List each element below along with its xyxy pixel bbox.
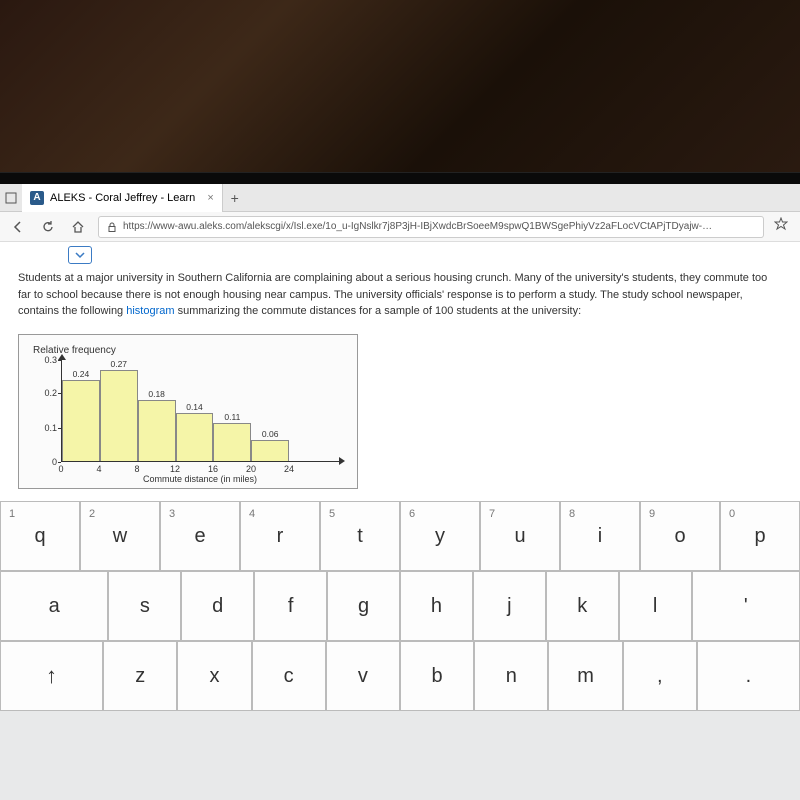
y-axis-arrow xyxy=(58,354,66,360)
key-w[interactable]: 2w xyxy=(80,501,160,571)
bar-value-label: 0.14 xyxy=(186,402,203,412)
key-n[interactable]: n xyxy=(474,641,548,711)
key-.[interactable]: . xyxy=(697,641,800,711)
histogram-bar: 0.18 xyxy=(138,400,176,461)
browser-window: A ALEKS - Coral Jeffrey - Learn × + http… xyxy=(0,184,800,500)
tab-close-icon[interactable]: × xyxy=(207,192,213,204)
histogram-bar: 0.11 xyxy=(213,423,251,460)
key-o[interactable]: 9o xyxy=(640,501,720,571)
histogram-link[interactable]: histogram xyxy=(126,305,174,317)
favorite-button[interactable] xyxy=(774,217,792,236)
laptop-bezel xyxy=(0,172,800,184)
histogram-bar: 0.14 xyxy=(176,413,214,460)
key-u[interactable]: 7u xyxy=(480,501,560,571)
x-tick: 20 xyxy=(246,464,256,474)
key-q[interactable]: 1q xyxy=(0,501,80,571)
key-a[interactable]: a xyxy=(0,571,108,641)
tab-title: ALEKS - Coral Jeffrey - Learn xyxy=(50,192,195,204)
key-j[interactable]: j xyxy=(473,571,546,641)
home-button[interactable] xyxy=(68,217,88,237)
bar-value-label: 0.06 xyxy=(262,429,279,439)
back-button[interactable] xyxy=(8,217,28,237)
lock-icon xyxy=(107,222,117,232)
key-t[interactable]: 5t xyxy=(320,501,400,571)
key-d[interactable]: d xyxy=(181,571,254,641)
key-x[interactable]: x xyxy=(177,641,251,711)
tab-bar: A ALEKS - Coral Jeffrey - Learn × + xyxy=(0,184,800,212)
y-tick: 0 xyxy=(52,457,57,467)
y-tick: 0.3 xyxy=(44,355,57,365)
x-tick: 24 xyxy=(284,464,294,474)
key-r[interactable]: 4r xyxy=(240,501,320,571)
address-bar: https://www-awu.aleks.com/alekscgi/x/Isl… xyxy=(0,212,800,242)
x-tick: 12 xyxy=(170,464,180,474)
key-'[interactable]: ' xyxy=(692,571,800,641)
on-screen-keyboard: 1q2w3e4r5t6y7u8i9o0p asdfghjkl' ↑zxcvbnm… xyxy=(0,500,800,800)
histogram-bar: 0.27 xyxy=(100,370,138,461)
refresh-button[interactable] xyxy=(38,217,58,237)
key-z[interactable]: z xyxy=(103,641,177,711)
new-tab-button[interactable]: + xyxy=(223,190,247,206)
bar-value-label: 0.18 xyxy=(148,389,165,399)
key-l[interactable]: l xyxy=(619,571,692,641)
key-m[interactable]: m xyxy=(548,641,622,711)
aleks-favicon: A xyxy=(30,191,44,205)
histogram-bar: 0.24 xyxy=(62,380,100,461)
histogram-chart: Relative frequency 0.30.20.10 0.240.270.… xyxy=(18,334,358,489)
url-field[interactable]: https://www-awu.aleks.com/alekscgi/x/Isl… xyxy=(98,216,764,238)
x-tick: 16 xyxy=(208,464,218,474)
url-text: https://www-awu.aleks.com/alekscgi/x/Isl… xyxy=(123,221,712,232)
x-tick: 0 xyxy=(58,464,63,474)
key-y[interactable]: 6y xyxy=(400,501,480,571)
browser-tab[interactable]: A ALEKS - Coral Jeffrey - Learn × xyxy=(22,184,223,212)
y-tick: 0.2 xyxy=(44,388,57,398)
y-tick: 0.1 xyxy=(44,423,57,433)
expand-chevron[interactable] xyxy=(68,246,92,264)
key-b[interactable]: b xyxy=(400,641,474,711)
x-tick: 8 xyxy=(134,464,139,474)
page-content: Students at a major university in Southe… xyxy=(0,242,800,544)
key-s[interactable]: s xyxy=(108,571,181,641)
tab-list-button[interactable] xyxy=(0,187,22,209)
key-f[interactable]: f xyxy=(254,571,327,641)
key-p[interactable]: 0p xyxy=(720,501,800,571)
x-axis-arrow xyxy=(339,457,345,465)
bar-value-label: 0.11 xyxy=(224,412,240,422)
key-g[interactable]: g xyxy=(327,571,400,641)
key-c[interactable]: c xyxy=(252,641,326,711)
key-k[interactable]: k xyxy=(546,571,619,641)
key-v[interactable]: v xyxy=(326,641,400,711)
x-tick: 4 xyxy=(96,464,101,474)
key-h[interactable]: h xyxy=(400,571,473,641)
shift-key[interactable]: ↑ xyxy=(0,641,103,711)
bar-value-label: 0.24 xyxy=(73,369,90,379)
key-,[interactable]: , xyxy=(623,641,697,711)
x-axis-title: Commute distance (in miles) xyxy=(143,474,257,484)
key-e[interactable]: 3e xyxy=(160,501,240,571)
problem-text: Students at a major university in Southe… xyxy=(18,270,782,320)
histogram-bar: 0.06 xyxy=(251,440,289,460)
key-i[interactable]: 8i xyxy=(560,501,640,571)
bar-value-label: 0.27 xyxy=(110,359,127,369)
y-axis-title: Relative frequency xyxy=(33,345,343,356)
background-photo xyxy=(0,0,800,172)
